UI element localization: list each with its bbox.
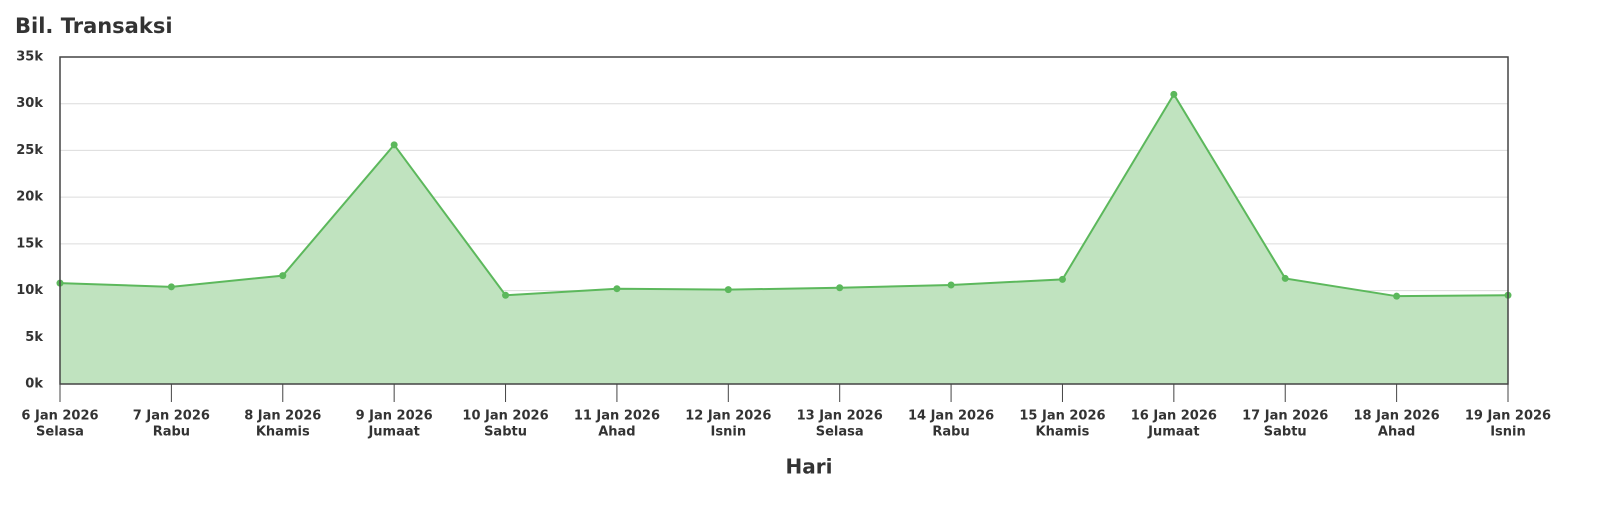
y-tick-label: 0k [25,377,43,392]
x-tick-sublabel: Rabu [153,425,190,440]
x-tick-sublabel: Sabtu [484,425,527,440]
point [1393,292,1401,300]
x-tick-label: 6 Jan 2026 [21,409,98,424]
point [613,285,621,293]
x-tick-label: 8 Jan 2026 [244,409,321,424]
x-tick-sublabel: Selasa [36,425,84,440]
x-tick-label: 13 Jan 2026 [797,409,883,424]
x-tick-label: 10 Jan 2026 [462,409,548,424]
y-tick-label: 10k [16,283,43,298]
x-tick-sublabel: Sabtu [1264,425,1307,440]
x-tick-sublabel: Rabu [932,425,969,440]
point [279,272,287,280]
x-tick-sublabel: Ahad [1378,425,1415,440]
point [836,284,844,292]
x-tick-sublabel: Isnin [711,425,747,440]
y-tick-label: 5k [25,330,43,345]
x-tick-label: 17 Jan 2026 [1242,409,1328,424]
y-tick-label: 25k [16,143,43,158]
area [60,94,1508,384]
x-tick-sublabel: Ahad [598,425,635,440]
x-tick-label: 14 Jan 2026 [908,409,994,424]
point [1170,90,1178,98]
x-tick-label: 9 Jan 2026 [356,409,433,424]
line [59,92,1509,298]
x-tick-sublabel: Khamis [256,425,310,440]
x-tick-sublabel: Isnin [1490,425,1526,440]
x-tick-label: 15 Jan 2026 [1019,409,1105,424]
y-tick-label: 30k [16,96,43,111]
y-tick-label: 20k [16,190,43,205]
x-tick-label: 16 Jan 2026 [1131,409,1217,424]
point [1281,274,1289,282]
x-tick-sublabel: Jumaat [1147,425,1199,440]
x-tick-sublabel: Jumaat [367,425,419,440]
point [502,291,510,299]
x-tick-label: 18 Jan 2026 [1354,409,1440,424]
x-tick-sublabel: Selasa [816,425,864,440]
point [390,141,398,149]
point [1058,275,1066,283]
point [167,283,175,291]
chart-title: Bil. Transaksi [15,14,173,38]
x-tick-label: 12 Jan 2026 [685,409,771,424]
y-tick-label: 35k [16,50,43,65]
y-tick-label: 15k [16,236,43,251]
point [947,281,955,289]
plot-frame [59,56,1509,385]
x-tick-label: 7 Jan 2026 [133,409,210,424]
x-axis-label: Hari [786,455,833,479]
x-tick-label: 11 Jan 2026 [574,409,660,424]
x-tick-sublabel: Khamis [1036,425,1090,440]
point [724,286,732,294]
x-tick-label: 19 Jan 2026 [1465,409,1551,424]
